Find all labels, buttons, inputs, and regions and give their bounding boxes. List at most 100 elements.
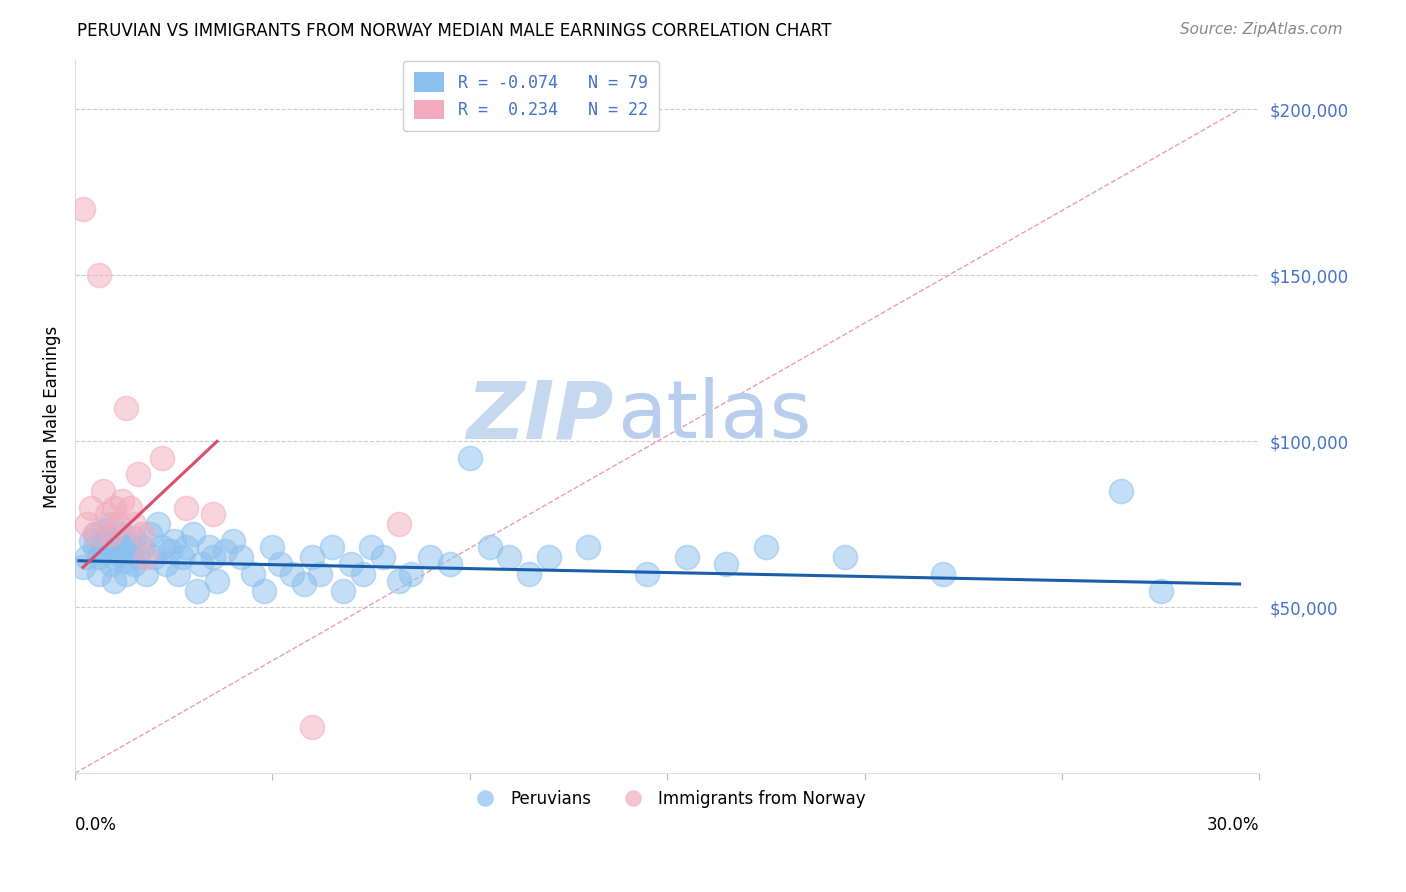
Point	[716, 557, 738, 571]
Point	[115, 567, 138, 582]
Point	[111, 494, 134, 508]
Point	[388, 517, 411, 532]
Point	[281, 567, 304, 582]
Point	[120, 537, 142, 551]
Point	[242, 567, 264, 582]
Point	[115, 554, 138, 568]
Point	[120, 500, 142, 515]
Point	[103, 500, 125, 515]
Point	[340, 557, 363, 571]
Point	[253, 583, 276, 598]
Point	[150, 541, 173, 555]
Point	[103, 550, 125, 565]
Text: 0.0%: 0.0%	[75, 816, 117, 834]
Point	[139, 527, 162, 541]
Point	[205, 574, 228, 588]
Point	[91, 484, 114, 499]
Point	[352, 567, 374, 582]
Point	[122, 557, 145, 571]
Point	[115, 401, 138, 416]
Point	[755, 541, 778, 555]
Point	[163, 533, 186, 548]
Point	[146, 517, 169, 532]
Point	[96, 508, 118, 522]
Point	[332, 583, 354, 598]
Point	[91, 524, 114, 538]
Point	[135, 550, 157, 565]
Point	[186, 583, 208, 598]
Point	[127, 550, 149, 565]
Point	[932, 567, 955, 582]
Point	[676, 550, 699, 565]
Point	[399, 567, 422, 582]
Point	[301, 550, 323, 565]
Point	[96, 537, 118, 551]
Point	[100, 527, 122, 541]
Point	[1109, 484, 1132, 499]
Point	[131, 527, 153, 541]
Point	[83, 527, 105, 541]
Point	[155, 557, 177, 571]
Legend: Peruvians, Immigrants from Norway: Peruvians, Immigrants from Norway	[463, 783, 872, 814]
Point	[83, 541, 105, 555]
Point	[111, 541, 134, 555]
Point	[198, 541, 221, 555]
Point	[202, 508, 225, 522]
Point	[135, 567, 157, 582]
Point	[87, 550, 110, 565]
Point	[360, 541, 382, 555]
Point	[292, 577, 315, 591]
Point	[190, 557, 212, 571]
Point	[834, 550, 856, 565]
Point	[131, 541, 153, 555]
Point	[127, 467, 149, 482]
Point	[87, 268, 110, 283]
Text: atlas: atlas	[617, 377, 811, 456]
Point	[174, 500, 197, 515]
Point	[159, 544, 181, 558]
Point	[1149, 583, 1171, 598]
Point	[498, 550, 520, 565]
Point	[419, 550, 441, 565]
Y-axis label: Median Male Earnings: Median Male Earnings	[44, 326, 60, 508]
Point	[96, 531, 118, 545]
Text: Source: ZipAtlas.com: Source: ZipAtlas.com	[1180, 22, 1343, 37]
Point	[166, 567, 188, 582]
Point	[174, 541, 197, 555]
Text: 30.0%: 30.0%	[1206, 816, 1260, 834]
Point	[100, 557, 122, 571]
Point	[229, 550, 252, 565]
Point	[517, 567, 540, 582]
Point	[107, 533, 129, 548]
Point	[76, 550, 98, 565]
Point	[537, 550, 560, 565]
Point	[100, 517, 122, 532]
Point	[72, 202, 94, 216]
Point	[214, 544, 236, 558]
Text: ZIP: ZIP	[467, 377, 614, 456]
Point	[371, 550, 394, 565]
Point	[107, 547, 129, 561]
Point	[269, 557, 291, 571]
Point	[91, 544, 114, 558]
Point	[301, 720, 323, 734]
Point	[120, 544, 142, 558]
Point	[103, 574, 125, 588]
Point	[80, 533, 103, 548]
Point	[122, 531, 145, 545]
Point	[76, 517, 98, 532]
Point	[107, 517, 129, 532]
Point	[439, 557, 461, 571]
Point	[80, 500, 103, 515]
Point	[83, 527, 105, 541]
Point	[321, 541, 343, 555]
Point	[262, 541, 284, 555]
Point	[183, 527, 205, 541]
Point	[202, 550, 225, 565]
Point	[308, 567, 330, 582]
Point	[87, 567, 110, 582]
Point	[636, 567, 658, 582]
Point	[170, 550, 193, 565]
Point	[458, 450, 481, 465]
Point	[222, 533, 245, 548]
